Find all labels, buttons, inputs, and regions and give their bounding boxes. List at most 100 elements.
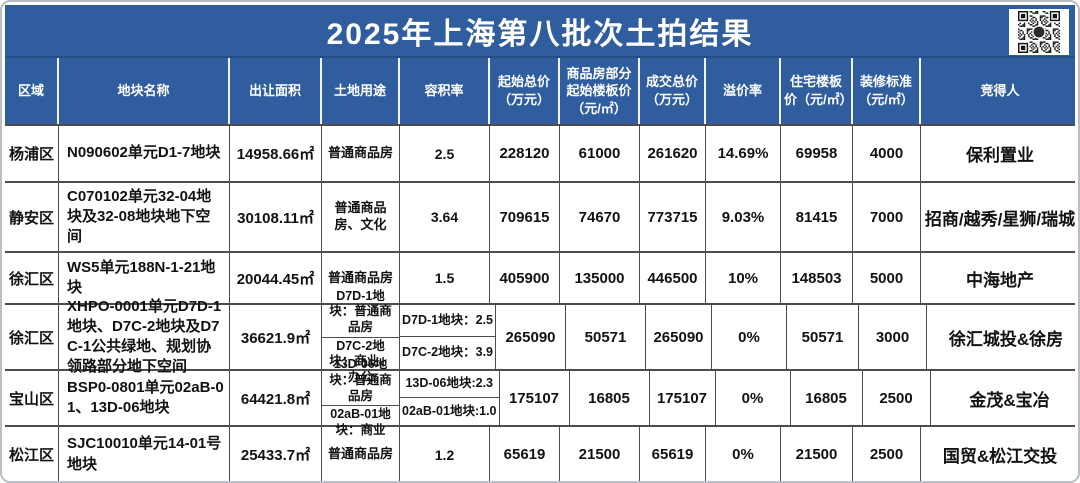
cell-decoration: 2500 [853,427,921,481]
cell-far: 2.5 [400,126,490,181]
page-title: 2025年上海第八批次土拍结果 [326,17,754,51]
cell-start-floor: 135000 [560,253,640,303]
cell-land-use: 普通商品房 [322,427,400,481]
cell-land-use: 普通商品房、文化 [322,183,400,251]
title-bar: 2025年上海第八批次土拍结果 [5,5,1075,58]
cell-premium: 0% [716,371,791,425]
cell-winner: 保利置业 [966,146,1034,165]
cell-far-split: D7D-1地块：2.5 D7C-2地块：3.9 [400,305,496,369]
col-header-region: 区域 [5,58,59,124]
cell-start-total: 405900 [490,253,560,303]
cell-decoration: 3000 [859,305,927,369]
cell-region: 徐汇区 [5,253,59,303]
cell-deal-total: 65619 [640,427,706,481]
col-header-start-total: 起始总价（万元） [490,58,560,124]
cell-decoration: 7000 [853,183,921,251]
cell-start-floor: 50571 [566,305,646,369]
cell-premium: 0% [706,427,781,481]
cell-region: 徐汇区 [5,305,59,369]
cell-res-floor: 148503 [781,253,853,303]
cell-premium: 0% [712,305,787,369]
cell-far: 1.5 [400,253,490,303]
cell-parcel-name: WS5单元188N-1-21地块 [59,253,230,303]
table-body: 杨浦区 N090602单元D1-7地块 14958.66㎡ 普通商品房 2.5 … [5,124,1075,481]
cell-premium: 10% [706,253,781,303]
col-header-area: 出让面积 [230,58,322,124]
cell-land-use-split: 13D-06地块：普通商品房 02aB-01地块：商业 [322,357,400,437]
cell-deal-total: 773715 [640,183,706,251]
cell-start-floor: 21500 [560,427,640,481]
table-row: 徐汇区 WS5单元188N-1-21地块 20044.45㎡ 普通商品房 1.5… [5,253,1075,305]
cell-res-floor: 69958 [781,126,853,181]
land-use-sub-top: D7D-1地块：普通商品房 [322,288,399,338]
table-row: 松江区 SJC10010单元14-01号地块 25433.7㎡ 普通商品房 1.… [5,427,1075,481]
far-sub-top: 13D-06地块:2.3 [400,371,499,398]
land-use-sub-bottom: 02aB-01地块：商业 [330,407,391,437]
cell-decoration: 2500 [863,371,931,425]
cell-start-floor: 61000 [560,126,640,181]
col-header-decoration: 装修标准（元/㎡） [853,58,921,124]
cell-parcel-name: XHPO-0001单元D7D-1地块、D7C-2地块及D7C-1公共绿地、规划协… [59,298,230,375]
cell-start-total: 228120 [490,126,560,181]
cell-region: 杨浦区 [5,126,59,181]
cell-start-total: 709615 [490,183,560,251]
cell-far: 1.2 [400,427,490,481]
table-row: 杨浦区 N090602单元D1-7地块 14958.66㎡ 普通商品房 2.5 … [5,126,1075,183]
cell-winner: 金茂&宝冶 [969,390,1050,410]
cell-winner: 招商/越秀/星狮/瑞城 [924,209,1076,229]
cell-deal-total: 265090 [646,305,712,369]
cell-start-floor: 16805 [570,371,650,425]
cell-premium: 14.69% [706,126,781,181]
table-row: 徐汇区 XHPO-0001单元D7D-1地块、D7C-2地块及D7C-1公共绿地… [5,289,1075,384]
cell-start-total: 65619 [490,427,560,481]
cell-land-use: 普通商品房 [322,253,400,303]
land-use-sub-bottom: D7C-2地块：商业、办公 [329,338,392,384]
table-row: 静安区 C070102单元32-04地块及32-08地块地下空间 30108.1… [5,183,1075,253]
table-row: 宝山区 BSP0-0801单元02aB-01、13D-06地块 64421.8㎡… [5,357,1075,437]
cell-area: 14958.66㎡ [230,126,322,181]
cell-parcel-name: N090602单元D1-7地块 [59,126,230,181]
col-header-winner: 竞得人 [980,83,1020,99]
table-header-row: 区域 地块名称 出让面积 土地用途 容积率 起始总价（万元） 商品房部分起始楼板… [5,58,1075,124]
cell-region: 静安区 [5,183,59,251]
cell-area: 30108.11㎡ [230,183,322,251]
col-header-start-floor: 商品房部分起始楼板价（元/㎡） [560,58,640,124]
qr-code [1009,9,1069,55]
far-sub-top: D7D-1地块：2.5 [400,305,495,337]
cell-deal-total: 175107 [650,371,716,425]
cell-parcel-name: SJC10010单元14-01号地块 [59,427,230,481]
cell-winner: 徐汇城投&徐房 [948,329,1064,349]
cell-res-floor: 21500 [781,427,853,481]
cell-land-use: 普通商品房 [322,126,400,181]
cell-start-total: 175107 [500,371,570,425]
cell-parcel-name: BSP0-0801单元02aB-01、13D-06地块 [59,371,230,425]
cell-area: 36621.9㎡ [230,305,322,369]
cell-deal-total: 446500 [640,253,706,303]
cell-far-split: 13D-06地块:2.3 02aB-01地块:1.0 [400,371,500,425]
cell-far: 3.64 [400,183,490,251]
col-header-res-floor: 住宅楼板价（元/㎡） [781,58,853,124]
cell-area: 25433.7㎡ [230,427,322,481]
col-header-far: 容积率 [400,58,490,124]
col-header-parcel-name: 地块名称 [59,58,230,124]
col-header-premium: 溢价率 [706,58,781,124]
cell-start-total: 265090 [496,305,566,369]
cell-decoration: 5000 [853,253,921,303]
cell-winner: 国贸&松江交投 [942,447,1058,466]
cell-winner: 中海地产 [966,270,1034,290]
cell-res-floor: 16805 [791,371,863,425]
col-header-land-use: 土地用途 [322,58,400,124]
cell-region: 宝山区 [5,371,59,425]
cell-decoration: 4000 [853,126,921,181]
cell-land-use-split: D7D-1地块：普通商品房 D7C-2地块：商业、办公 [322,289,400,384]
cell-area: 20044.45㎡ [230,253,322,303]
cell-area: 64421.8㎡ [230,371,322,425]
far-sub-bottom: D7C-2地块：3.9 [402,345,493,360]
cell-region: 松江区 [5,427,59,481]
cell-res-floor: 50571 [787,305,859,369]
cell-deal-total: 261620 [640,126,706,181]
cell-parcel-name: C070102单元32-04地块及32-08地块地下空间 [59,183,230,251]
cell-res-floor: 81415 [781,183,853,251]
land-use-sub-top: 13D-06地块：普通商品房 [322,356,399,407]
